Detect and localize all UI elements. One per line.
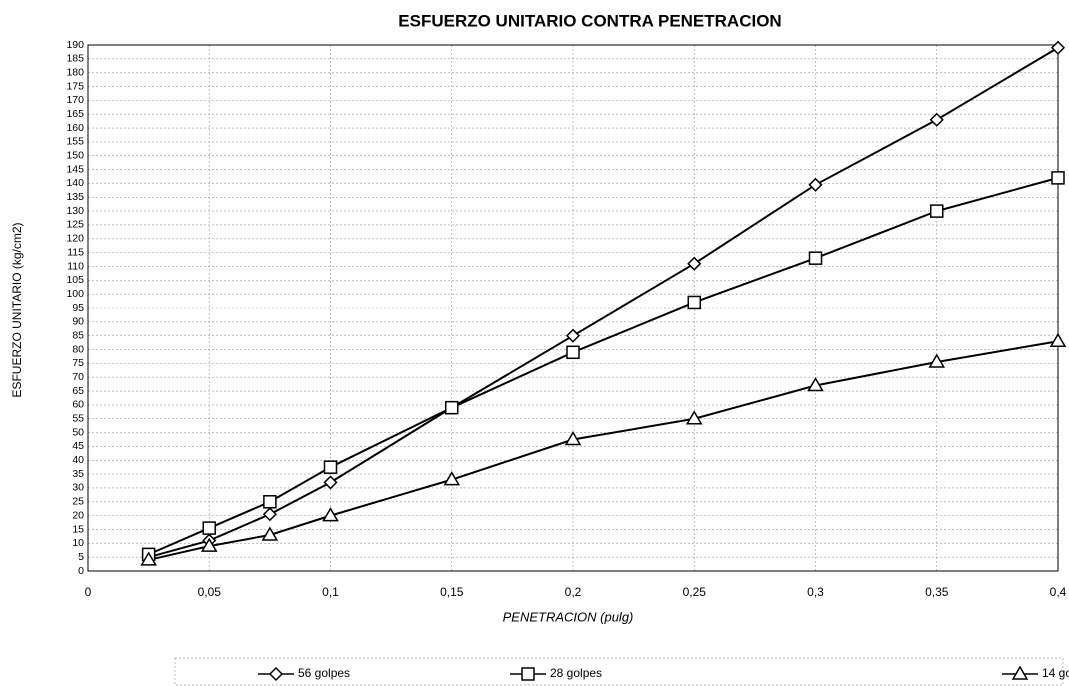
y-tick-label: 120 <box>66 233 84 245</box>
marker <box>262 507 277 522</box>
y-tick-label: 110 <box>67 260 84 272</box>
y-tick-label: 0 <box>78 565 84 577</box>
y-axis-label: ESFUERZO UNITARIO (kg/cm2) <box>10 222 24 397</box>
x-tick-label: 0,35 <box>925 585 949 599</box>
y-tick-label: 15 <box>72 523 84 535</box>
marker <box>807 377 824 392</box>
x-tick-label: 0,15 <box>440 585 464 599</box>
legend-marker <box>521 667 535 681</box>
marker <box>808 251 823 265</box>
y-tick-label: 125 <box>66 219 84 231</box>
x-tick-label: 0,4 <box>1050 585 1067 599</box>
y-tick-label: 145 <box>66 163 84 175</box>
marker <box>1051 171 1065 185</box>
y-tick-label: 175 <box>66 80 84 92</box>
x-tick-label: 0,25 <box>683 585 707 599</box>
marker <box>687 295 701 310</box>
marker <box>323 460 338 474</box>
marker <box>1050 40 1066 55</box>
y-tick-label: 75 <box>72 357 84 369</box>
marker <box>140 551 157 566</box>
legend-marker <box>1011 665 1029 680</box>
y-tick-label: 105 <box>66 274 84 286</box>
marker <box>929 112 944 127</box>
marker <box>564 431 582 446</box>
y-tick-label: 140 <box>66 177 84 189</box>
x-tick-label: 0,3 <box>807 585 824 599</box>
chart-title: ESFUERZO UNITARIO CONTRA PENETRACION <box>398 11 781 30</box>
y-tick-label: 35 <box>72 468 84 480</box>
legend-label: 56 golpes <box>298 666 350 680</box>
legend-box <box>174 657 1064 686</box>
y-tick-label: 90 <box>72 316 84 328</box>
x-tick-label: 0 <box>85 585 92 599</box>
y-tick-label: 65 <box>72 385 84 397</box>
y-tick-label: 180 <box>66 66 84 78</box>
y-tick-label: 80 <box>72 343 84 355</box>
marker <box>263 495 277 509</box>
marker <box>261 526 279 541</box>
marker <box>566 345 580 360</box>
marker <box>685 410 703 425</box>
marker <box>808 177 823 192</box>
x-tick-label: 0,1 <box>322 585 339 599</box>
y-tick-label: 70 <box>72 371 84 383</box>
y-tick-label: 20 <box>72 509 84 521</box>
marker <box>202 521 216 535</box>
legend-marker <box>268 666 284 682</box>
series-line <box>148 46 1059 559</box>
y-tick-label: 135 <box>66 191 84 203</box>
marker <box>1049 332 1067 347</box>
y-tick-label: 55 <box>72 413 84 425</box>
y-tick-label: 160 <box>66 122 84 134</box>
y-tick-label: 95 <box>72 302 84 314</box>
y-tick-label: 155 <box>66 136 84 148</box>
marker <box>323 475 338 490</box>
y-tick-label: 190 <box>66 39 84 51</box>
marker <box>565 328 581 343</box>
series-line <box>148 176 1059 556</box>
marker <box>445 400 459 415</box>
y-tick-label: 25 <box>72 496 84 508</box>
marker <box>930 204 944 218</box>
marker <box>322 507 339 522</box>
y-tick-label: 50 <box>72 426 84 438</box>
y-tick-label: 40 <box>72 454 84 466</box>
marker <box>687 256 702 271</box>
y-tick-label: 150 <box>66 150 84 162</box>
y-tick-label: 60 <box>72 399 84 411</box>
x-axis-label: PENETRACION (pulg) <box>503 609 634 624</box>
y-tick-label: 10 <box>72 537 84 549</box>
y-tick-label: 85 <box>72 329 84 341</box>
y-tick-label: 165 <box>66 108 84 120</box>
y-tick-label: 100 <box>66 288 84 300</box>
y-tick-label: 30 <box>72 482 84 494</box>
legend-label: 14 golpes <box>1042 666 1069 680</box>
y-tick-label: 45 <box>72 440 84 452</box>
marker <box>443 471 461 486</box>
series-line <box>148 340 1059 561</box>
y-tick-label: 130 <box>66 205 84 217</box>
marker <box>928 353 946 368</box>
y-tick-label: 115 <box>67 246 84 258</box>
x-tick-label: 0,2 <box>565 585 582 599</box>
y-tick-label: 185 <box>66 53 84 65</box>
legend-label: 28 golpes <box>550 666 602 680</box>
plot-frame <box>87 44 1059 572</box>
marker <box>200 537 218 552</box>
y-tick-label: 170 <box>66 94 84 106</box>
x-tick-label: 0,05 <box>198 585 222 599</box>
y-tick-label: 5 <box>78 551 84 563</box>
